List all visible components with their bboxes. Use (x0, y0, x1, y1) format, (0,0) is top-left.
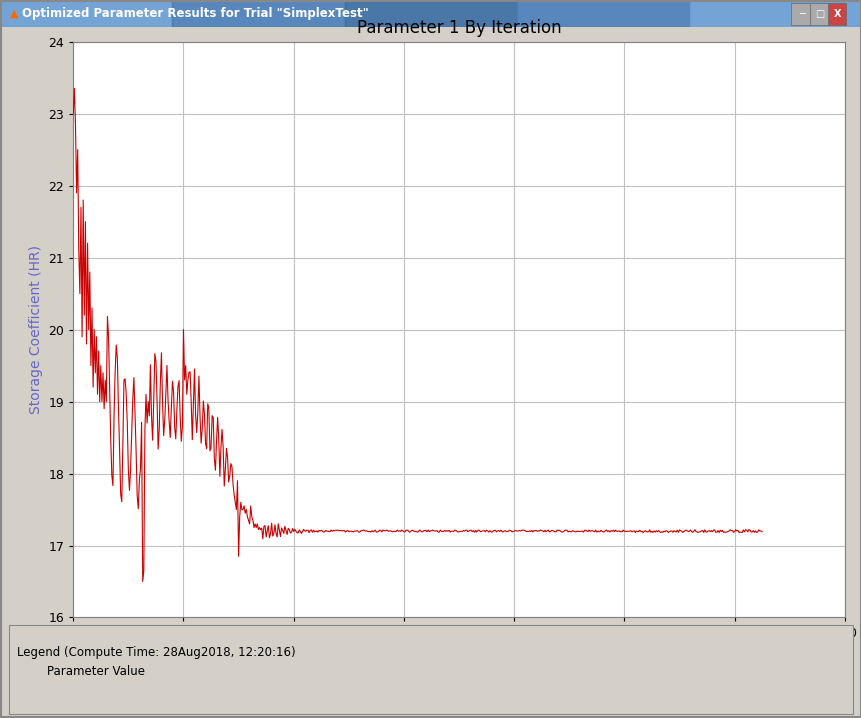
Bar (689, 0, 861, 27)
Bar (172, 0, 344, 27)
Title: Parameter 1 By Iteration: Parameter 1 By Iteration (356, 19, 561, 37)
FancyBboxPatch shape (790, 3, 809, 24)
Text: Optimized Parameter Results for Trial "SimplexTest": Optimized Parameter Results for Trial "S… (22, 7, 368, 20)
Bar (517, 0, 689, 27)
FancyBboxPatch shape (808, 3, 827, 24)
Text: X: X (833, 9, 840, 19)
Text: ▲: ▲ (10, 9, 19, 19)
Text: Parameter Value: Parameter Value (47, 665, 146, 678)
Text: Legend (Compute Time: 28Aug2018, 12:20:16): Legend (Compute Time: 28Aug2018, 12:20:1… (17, 646, 295, 659)
Text: ─: ─ (798, 9, 803, 19)
Text: □: □ (815, 9, 823, 19)
X-axis label: Iteration: Iteration (429, 645, 488, 659)
Bar (344, 0, 517, 27)
FancyBboxPatch shape (827, 3, 846, 24)
Y-axis label: Storage Coefficient (HR): Storage Coefficient (HR) (28, 245, 43, 414)
Bar (0, 0, 172, 27)
